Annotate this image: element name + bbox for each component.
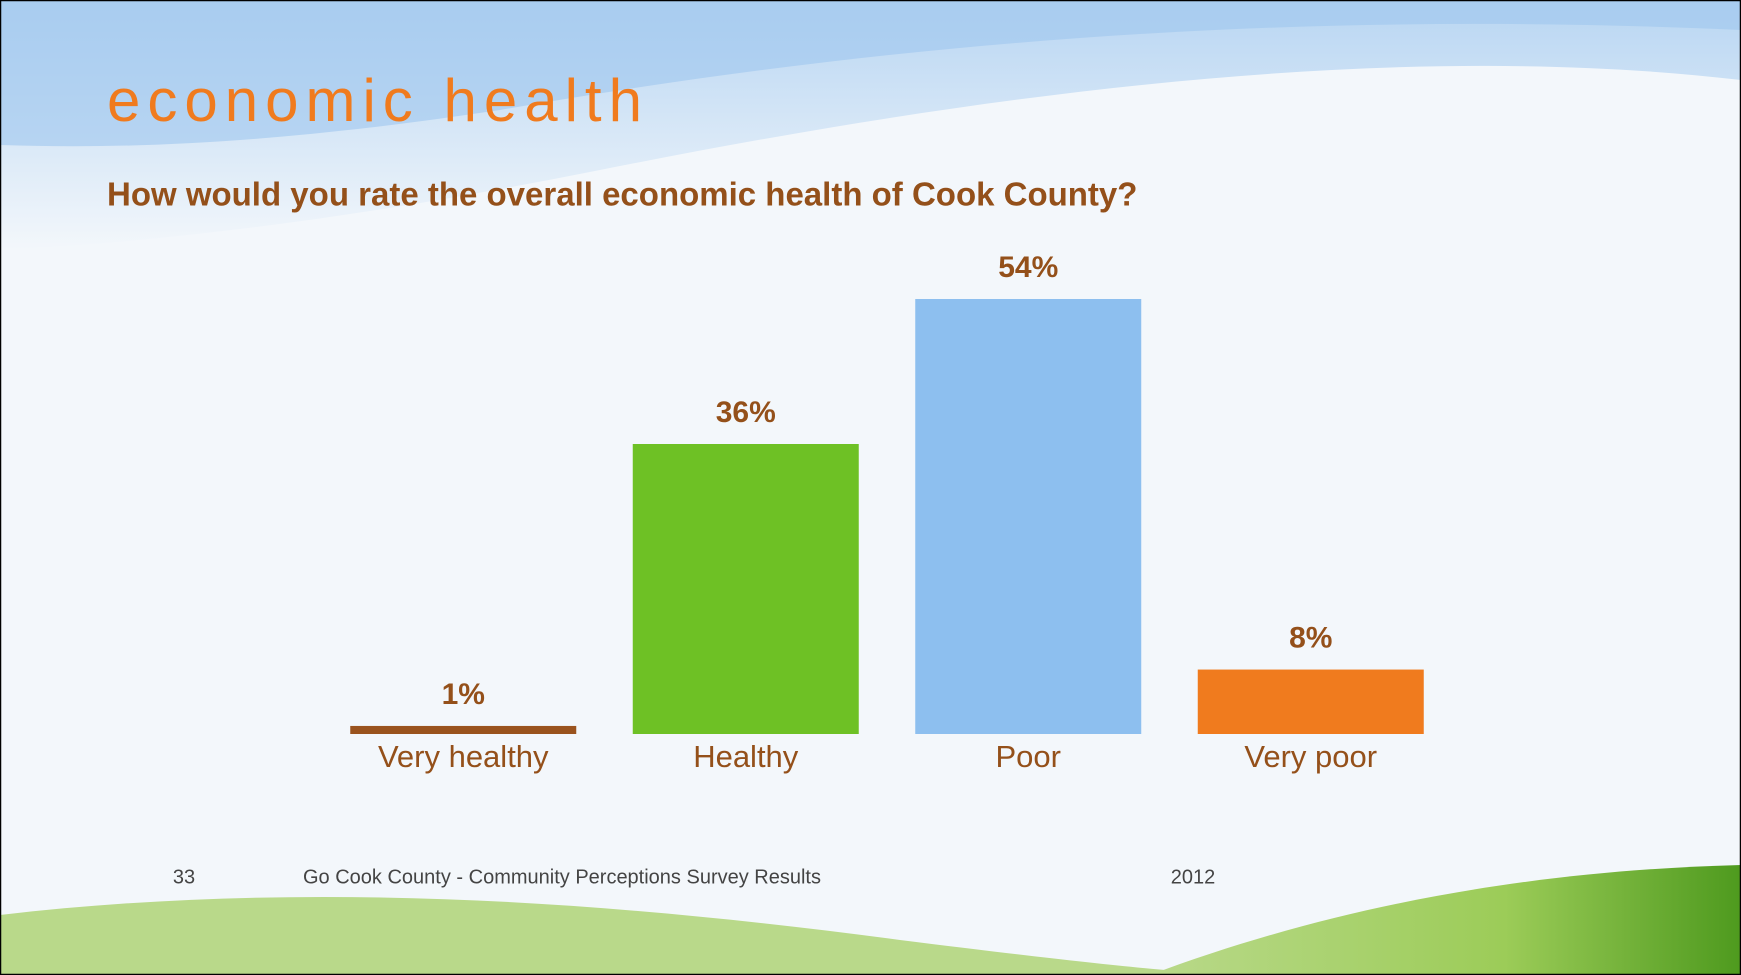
page-number: 33	[173, 866, 195, 888]
bar	[350, 725, 577, 734]
value-label: 54%	[998, 251, 1058, 284]
bar	[915, 299, 1142, 734]
value-label: 1%	[442, 678, 485, 711]
value-label: 36%	[716, 396, 776, 429]
footer: Go Cook County - Community Perceptions S…	[303, 866, 821, 888]
hill	[0, 896, 1250, 975]
bar	[1197, 669, 1424, 734]
sky-swoosh	[0, 0, 1741, 147]
chart-title: How would you rate the overall economic …	[107, 176, 1137, 213]
bar	[632, 444, 859, 734]
slide-title: economic health	[107, 67, 649, 134]
hill	[1150, 865, 1741, 975]
value-label: 8%	[1289, 621, 1332, 654]
x-tick-label: Poor	[996, 739, 1061, 774]
x-tick-label: Healthy	[693, 739, 799, 774]
x-tick-label: Very healthy	[378, 739, 549, 774]
footer-year: 2012	[1171, 866, 1216, 888]
x-tick-label: Very poor	[1244, 739, 1377, 774]
